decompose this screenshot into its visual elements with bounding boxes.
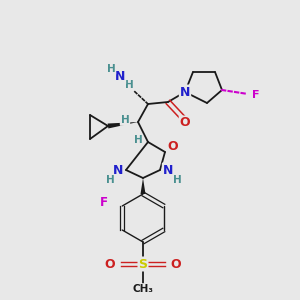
Text: H: H: [106, 175, 114, 185]
Text: O: O: [180, 116, 190, 130]
Text: N: N: [113, 164, 123, 176]
Text: O: O: [171, 257, 181, 271]
Text: F: F: [100, 196, 108, 208]
Text: H: H: [121, 115, 129, 125]
Text: N: N: [115, 70, 125, 83]
Text: H: H: [134, 135, 142, 145]
Text: H: H: [106, 64, 116, 74]
Text: H: H: [124, 80, 134, 90]
Text: F: F: [252, 90, 260, 100]
Polygon shape: [140, 178, 146, 194]
Text: CH₃: CH₃: [133, 284, 154, 294]
Polygon shape: [108, 122, 138, 128]
Text: N: N: [180, 85, 190, 98]
Text: O: O: [105, 257, 115, 271]
Text: N: N: [163, 164, 173, 176]
Text: H: H: [172, 175, 182, 185]
Text: S: S: [139, 257, 148, 271]
Text: O: O: [168, 140, 178, 152]
